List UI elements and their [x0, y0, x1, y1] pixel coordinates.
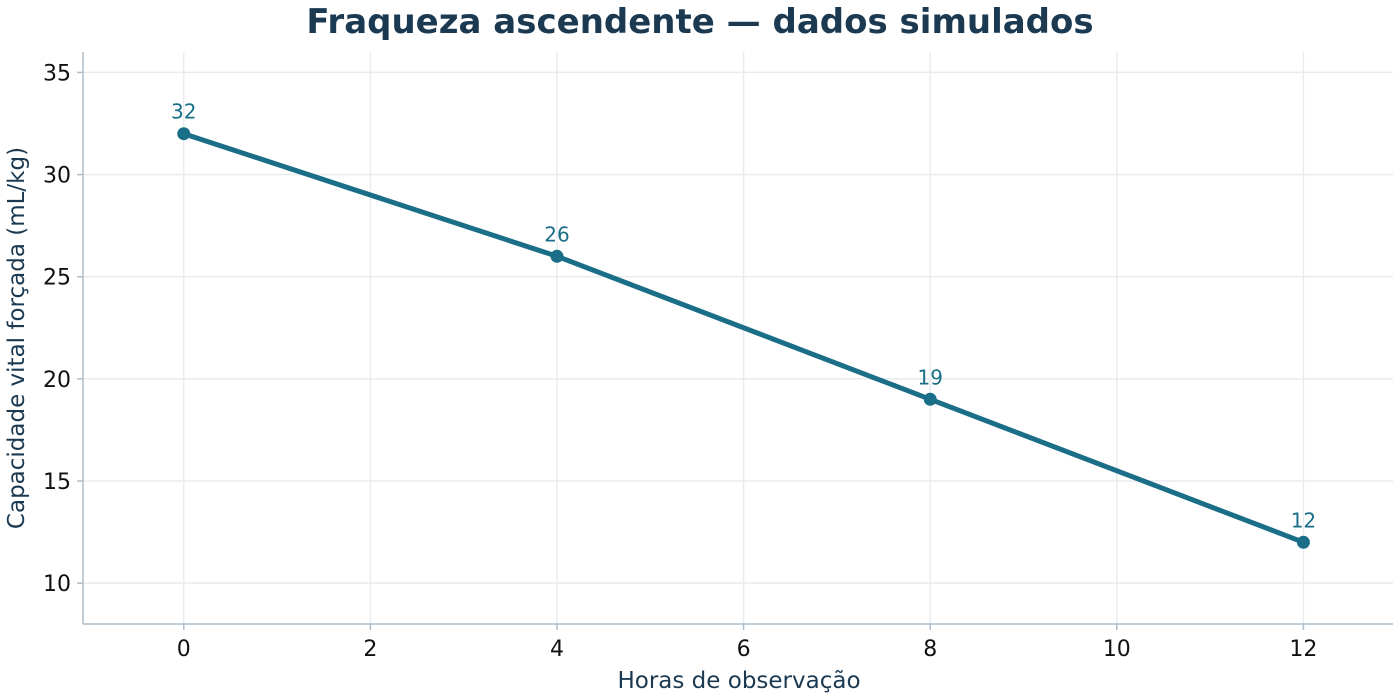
data-label: 12	[1291, 508, 1316, 532]
y-tick-label: 20	[43, 368, 71, 393]
y-tick-label: 35	[43, 61, 71, 86]
grid-layer	[83, 52, 1393, 624]
x-tick-label: 4	[550, 637, 564, 662]
axes-layer	[82, 52, 1393, 625]
x-tick-label: 8	[923, 637, 937, 662]
x-tick-label: 12	[1289, 637, 1317, 662]
data-label: 19	[917, 365, 942, 389]
y-tick-label: 25	[43, 266, 71, 291]
series-line	[181, 131, 1306, 545]
x-tick-label: 6	[737, 637, 751, 662]
data-label: 26	[544, 222, 569, 246]
data-labels-layer: 32 26 19 12	[171, 100, 1316, 533]
ticks-layer: 0 2 4 6 8 10 12 10 15 20 25 30 35	[43, 61, 1317, 662]
y-axis-label: Capacidade vital forçada (mL/kg)	[4, 147, 30, 529]
y-tick-label: 10	[43, 572, 71, 597]
data-point	[550, 249, 564, 263]
x-tick-label: 10	[1103, 637, 1131, 662]
y-tick-label: 15	[43, 470, 71, 495]
data-point	[923, 392, 937, 406]
series-layer	[177, 127, 1310, 549]
data-point	[1296, 535, 1310, 549]
data-point	[177, 127, 191, 141]
x-tick-label: 2	[363, 637, 377, 662]
data-label: 32	[171, 100, 196, 124]
x-axis-label: Horas de observação	[617, 668, 860, 694]
chart-title: Fraqueza ascendente — dados simulados	[306, 2, 1093, 42]
x-tick-label: 0	[177, 637, 191, 662]
y-tick-label: 30	[43, 164, 71, 189]
